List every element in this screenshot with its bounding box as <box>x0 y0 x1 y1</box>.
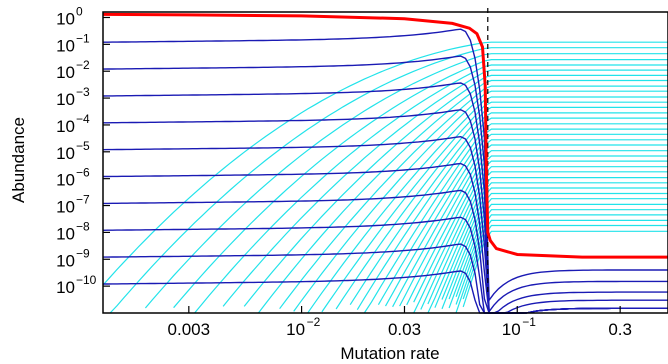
dark-curve-2 <box>102 55 668 314</box>
light-curve-2 <box>109 47 668 314</box>
dark-curve-1 <box>103 28 668 303</box>
y-tick-label-4: 10 <box>56 117 75 136</box>
y-tick-label-3: 10 <box>56 90 75 109</box>
light-curve-13 <box>335 106 668 310</box>
light-curve-24 <box>420 166 668 310</box>
light-curve-15 <box>356 117 668 311</box>
dark-curve-4 <box>103 109 668 314</box>
y-tick-exponent-1: −1 <box>76 31 90 45</box>
x-tick-label-2: 0.03 <box>388 320 421 339</box>
light-curve-8 <box>257 79 668 314</box>
y-tick-exponent-4: −4 <box>76 112 90 126</box>
light-curve-26 <box>427 177 668 314</box>
y-axis-ticks: 10 010 −110 −210 −310 −410 −510 −610 −710 −810 −91… <box>56 4 110 297</box>
x-tick-label-3: 10 <box>502 320 521 339</box>
y-tick-label-1: 10 <box>56 36 75 55</box>
y-tick-exponent-10: −10 <box>76 273 97 287</box>
light-curve-23 <box>413 160 668 314</box>
y-tick-exponent-0: 0 <box>76 4 83 18</box>
y-tick-label-9: 10 <box>56 251 75 270</box>
light-curve-34 <box>455 219 668 313</box>
x-axis-ticks: 0.003 10 −2 0.03 10 −1 0.3 <box>168 306 632 339</box>
light-curve-19 <box>392 139 668 308</box>
plot-frame <box>102 11 668 314</box>
light-curve-22 <box>413 155 668 303</box>
light-curve-21 <box>406 150 668 306</box>
y-tick-label-6: 10 <box>56 171 75 190</box>
light-curve-4 <box>173 59 668 309</box>
light-curve-20 <box>399 144 668 307</box>
light-curve-14 <box>349 112 668 306</box>
x-tick-exponent-3: −1 <box>522 315 536 329</box>
y-tick-label-2: 10 <box>56 63 75 82</box>
y-tick-label-0: 10 <box>56 9 75 28</box>
dark-curve-10 <box>103 270 668 314</box>
y-tick-exponent-2: −2 <box>76 58 90 72</box>
x-axis-title: Mutation rate <box>340 344 439 363</box>
x-tick-label-4: 0.3 <box>608 320 632 339</box>
light-curve-1 <box>102 41 668 286</box>
y-axis-title: Abundance <box>9 117 28 203</box>
dark-blue-curves <box>102 28 668 314</box>
light-curve-12 <box>321 101 668 313</box>
x-tick-label-1: 10 <box>286 320 305 339</box>
light-curve-16 <box>363 123 668 314</box>
y-tick-label-5: 10 <box>56 144 75 163</box>
x-tick-label-0: 0.003 <box>168 320 211 339</box>
light-curve-9 <box>279 85 668 310</box>
light-curve-36 <box>462 230 668 308</box>
y-tick-exponent-9: −9 <box>76 246 90 260</box>
y-tick-exponent-5: −5 <box>76 139 90 153</box>
y-tick-label-8: 10 <box>56 224 75 243</box>
light-curve-28 <box>441 187 668 300</box>
master-sequence-curve <box>102 12 668 259</box>
light-curve-29 <box>441 192 668 310</box>
y-tick-exponent-8: −8 <box>76 219 90 233</box>
light-curve-18 <box>384 133 668 307</box>
light-cyan-curves <box>102 41 668 314</box>
x-tick-exponent-1: −2 <box>307 315 321 329</box>
y-tick-exponent-3: −3 <box>76 85 90 99</box>
light-curve-3 <box>144 53 668 309</box>
master-sequence-line <box>102 12 668 259</box>
y-tick-label-10: 10 <box>56 278 75 297</box>
y-tick-exponent-6: −6 <box>76 166 90 180</box>
light-curve-5 <box>194 64 668 314</box>
light-curve-7 <box>243 74 668 307</box>
light-curve-35 <box>462 224 668 300</box>
light-curve-32 <box>455 209 668 298</box>
y-tick-label-7: 10 <box>56 198 75 217</box>
y-tick-exponent-7: −7 <box>76 193 90 207</box>
light-curve-6 <box>222 69 668 307</box>
light-curve-17 <box>377 128 668 306</box>
light-curve-33 <box>455 214 668 305</box>
light-curve-25 <box>427 171 668 305</box>
dark-curve-3 <box>102 82 668 314</box>
